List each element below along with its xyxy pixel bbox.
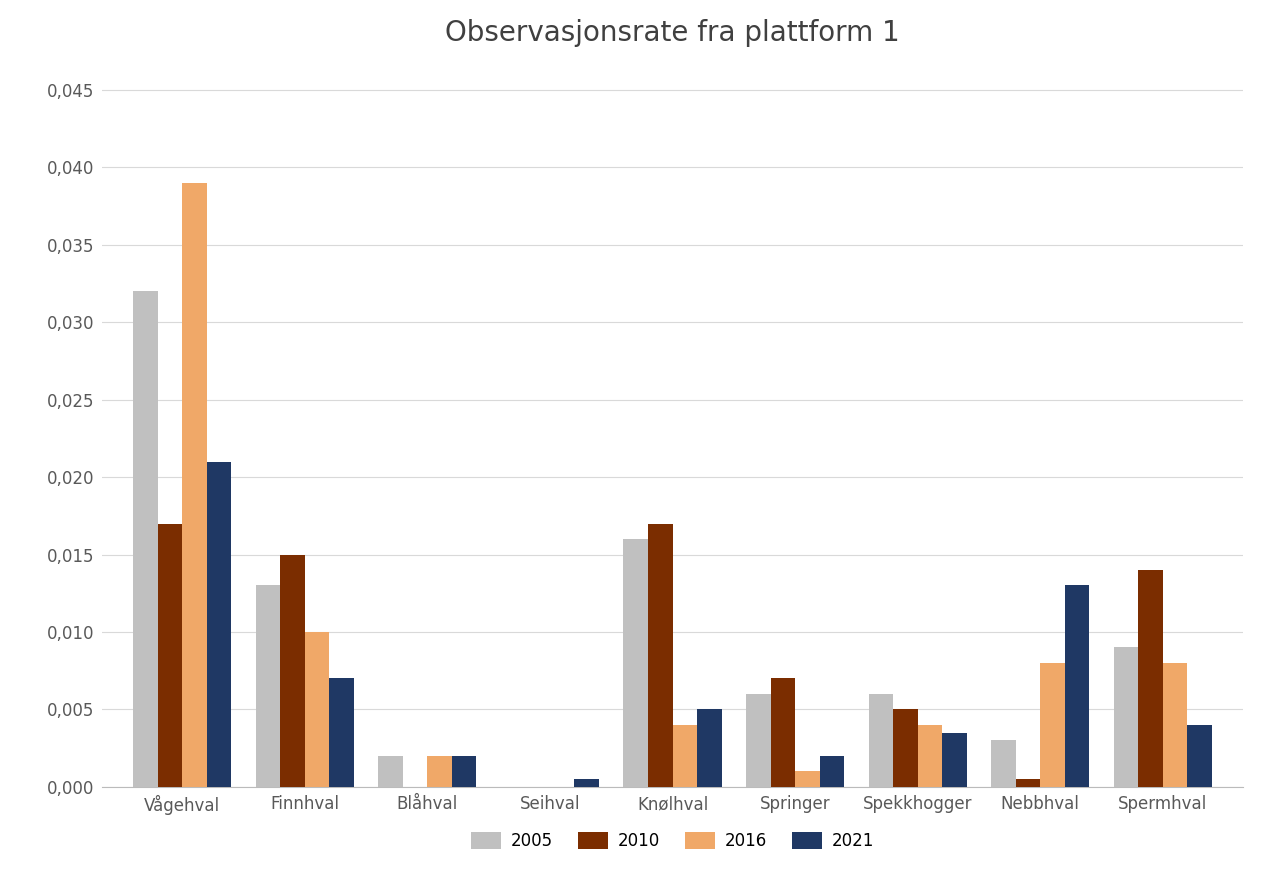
- Bar: [452, 755, 477, 787]
- Bar: [305, 632, 329, 787]
- Bar: [1016, 779, 1040, 787]
- Bar: [1065, 586, 1089, 787]
- Bar: [917, 725, 943, 787]
- Bar: [281, 554, 305, 787]
- Bar: [796, 772, 820, 787]
- Bar: [133, 291, 158, 787]
- Title: Observasjonsrate fra plattform 1: Observasjonsrate fra plattform 1: [446, 19, 899, 47]
- Bar: [648, 524, 673, 787]
- Bar: [1114, 647, 1139, 787]
- Bar: [746, 694, 771, 787]
- Bar: [428, 755, 452, 787]
- Bar: [624, 539, 648, 787]
- Bar: [943, 732, 967, 787]
- Bar: [991, 740, 1016, 787]
- Bar: [1187, 725, 1212, 787]
- Bar: [771, 679, 796, 787]
- Bar: [893, 709, 917, 787]
- Bar: [574, 779, 600, 787]
- Legend: 2005, 2010, 2016, 2021: 2005, 2010, 2016, 2021: [464, 825, 881, 857]
- Bar: [1139, 570, 1163, 787]
- Bar: [1163, 662, 1187, 787]
- Bar: [182, 183, 206, 787]
- Bar: [673, 725, 697, 787]
- Bar: [697, 709, 721, 787]
- Bar: [1040, 662, 1065, 787]
- Bar: [820, 755, 844, 787]
- Bar: [158, 524, 182, 787]
- Bar: [378, 755, 402, 787]
- Bar: [206, 461, 231, 787]
- Bar: [869, 694, 893, 787]
- Bar: [329, 679, 354, 787]
- Bar: [256, 586, 281, 787]
